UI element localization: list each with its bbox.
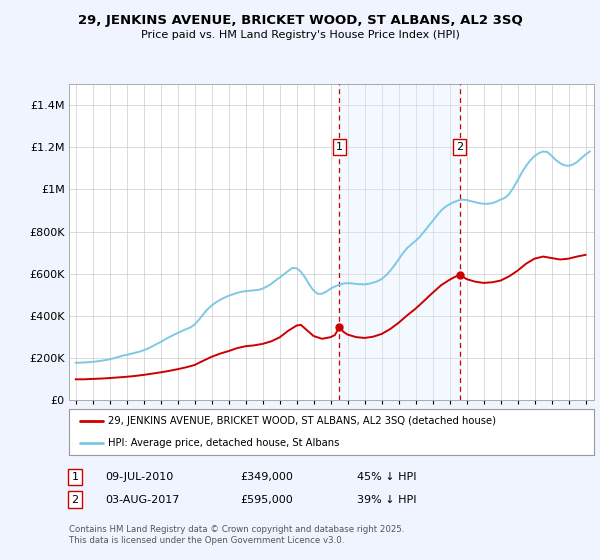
Text: 45% ↓ HPI: 45% ↓ HPI — [357, 472, 416, 482]
Text: 2: 2 — [456, 142, 463, 152]
Text: HPI: Average price, detached house, St Albans: HPI: Average price, detached house, St A… — [109, 438, 340, 448]
Text: 1: 1 — [336, 142, 343, 152]
Text: £349,000: £349,000 — [240, 472, 293, 482]
Text: £595,000: £595,000 — [240, 494, 293, 505]
Text: 29, JENKINS AVENUE, BRICKET WOOD, ST ALBANS, AL2 3SQ (detached house): 29, JENKINS AVENUE, BRICKET WOOD, ST ALB… — [109, 416, 496, 426]
Text: 1: 1 — [71, 472, 79, 482]
Text: 39% ↓ HPI: 39% ↓ HPI — [357, 494, 416, 505]
Text: Contains HM Land Registry data © Crown copyright and database right 2025.
This d: Contains HM Land Registry data © Crown c… — [69, 525, 404, 545]
Text: 29, JENKINS AVENUE, BRICKET WOOD, ST ALBANS, AL2 3SQ: 29, JENKINS AVENUE, BRICKET WOOD, ST ALB… — [77, 14, 523, 27]
Text: 03-AUG-2017: 03-AUG-2017 — [105, 494, 179, 505]
Text: 2: 2 — [71, 494, 79, 505]
Text: Price paid vs. HM Land Registry's House Price Index (HPI): Price paid vs. HM Land Registry's House … — [140, 30, 460, 40]
Bar — [340, 84, 460, 400]
Text: 09-JUL-2010: 09-JUL-2010 — [105, 472, 173, 482]
